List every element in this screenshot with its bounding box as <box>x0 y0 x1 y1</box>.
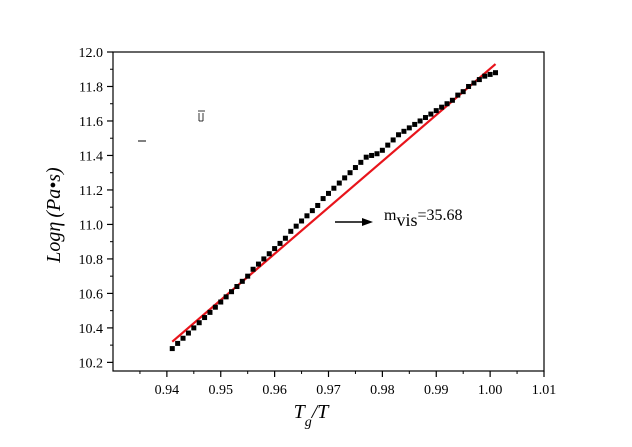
data-point <box>191 325 197 331</box>
y-tick-label: 10.8 <box>79 253 104 268</box>
data-point <box>229 289 235 295</box>
data-point <box>460 89 466 95</box>
y-tick-label: 11.4 <box>79 149 103 164</box>
y-axis: 10.2 10.4 10.6 10.8 11.0 11.2 11.4 11.6 11.8 12.0 <box>79 46 113 371</box>
x-axis-title: Tg/T <box>294 401 331 430</box>
data-point <box>309 208 315 214</box>
data-point <box>266 251 272 257</box>
data-point <box>482 73 488 79</box>
data-point <box>180 335 186 341</box>
data-point <box>175 340 181 346</box>
data-point <box>304 213 310 219</box>
x-tick-label: 1.00 <box>478 383 503 398</box>
data-points-layer <box>169 70 499 352</box>
data-point <box>352 165 358 171</box>
data-point <box>401 128 407 134</box>
data-point <box>239 278 245 284</box>
data-point <box>223 294 229 300</box>
annotation-mvis: mvis=35.68 <box>384 207 463 230</box>
data-point <box>358 159 364 165</box>
annotation-arrow <box>335 218 373 226</box>
annotation-subscript: vis <box>396 210 417 230</box>
x-tick-label: 0.96 <box>262 383 287 398</box>
data-point <box>385 142 391 148</box>
data-point <box>272 246 278 252</box>
x-axis: 0.94 0.95 0.96 0.97 0.98 0.99 1.00 1.01 <box>139 371 557 398</box>
data-point <box>202 315 208 321</box>
data-point <box>471 80 477 86</box>
data-point <box>288 228 294 234</box>
data-point <box>493 70 499 76</box>
data-point <box>422 115 428 121</box>
data-point <box>342 175 348 181</box>
y-tick-label: 12.0 <box>79 46 104 61</box>
data-point <box>261 256 267 262</box>
y-axis-title: Logη(Pa•s) <box>43 167 65 264</box>
plot-area <box>112 51 545 372</box>
data-point <box>185 330 191 336</box>
data-point <box>218 299 224 305</box>
data-point <box>315 202 321 208</box>
data-point <box>369 152 375 158</box>
data-point <box>320 196 326 202</box>
x-tick-label: 0.98 <box>370 383 395 398</box>
data-point <box>326 190 331 196</box>
data-point <box>444 101 450 107</box>
data-point <box>293 223 299 229</box>
data-point <box>476 77 482 83</box>
data-point <box>396 132 402 138</box>
data-point <box>255 261 261 267</box>
x-tick-label: 1.01 <box>532 383 557 398</box>
data-point <box>412 121 418 127</box>
data-point <box>282 235 288 241</box>
data-point <box>449 97 455 103</box>
data-point <box>207 309 213 315</box>
data-point <box>299 218 305 224</box>
data-point <box>234 284 240 290</box>
data-point <box>363 154 369 160</box>
y-tick-label: 10.6 <box>79 287 104 302</box>
data-point <box>250 266 256 272</box>
y-tick-label: 11.8 <box>79 80 103 95</box>
data-point <box>379 147 385 153</box>
x-tick-label: 0.95 <box>209 383 234 398</box>
data-point <box>196 320 202 326</box>
data-point <box>245 273 251 279</box>
data-point <box>331 185 337 191</box>
data-point <box>277 240 283 246</box>
data-point <box>433 108 439 114</box>
data-point <box>406 125 412 131</box>
data-point <box>390 137 396 143</box>
data-point <box>336 180 342 186</box>
y-tick-label: 11.6 <box>79 115 103 130</box>
data-point <box>374 151 380 157</box>
x-tick-label: 0.94 <box>155 383 180 398</box>
data-point <box>169 346 175 352</box>
data-point <box>439 104 445 110</box>
x-tick-label: 0.97 <box>316 383 341 398</box>
x-tick-label: 0.99 <box>424 383 449 398</box>
data-point <box>212 304 218 310</box>
y-tick-label: 10.2 <box>79 356 104 371</box>
data-point <box>455 92 461 98</box>
stray-glyph <box>198 110 205 122</box>
data-point <box>417 118 423 124</box>
data-point <box>487 71 493 77</box>
y-tick-label: 10.4 <box>79 322 104 337</box>
data-point <box>347 170 353 176</box>
y-tick-label: 11.0 <box>79 218 103 233</box>
data-point <box>428 111 434 117</box>
y-tick-label: 11.2 <box>79 184 103 199</box>
data-point <box>466 83 472 89</box>
